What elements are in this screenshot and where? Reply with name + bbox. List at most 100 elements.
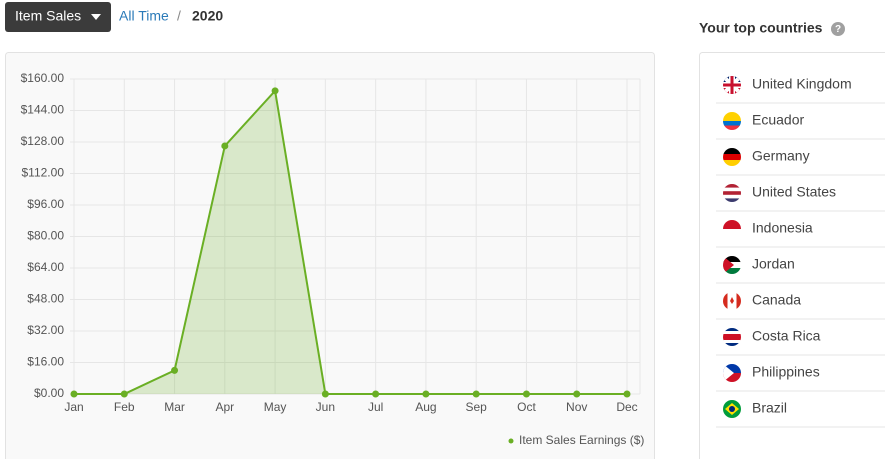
area	[74, 90, 627, 394]
item-dropdown[interactable]: Item Sales	[5, 2, 111, 32]
country-row: United States	[716, 184, 885, 212]
chart-panel	[5, 52, 655, 459]
x-tick-label: Sep	[466, 400, 488, 414]
flag-stripe	[723, 334, 741, 338]
country-row: Costa Rica	[716, 328, 885, 356]
flag-icon	[723, 364, 741, 382]
flag-stripe	[723, 256, 741, 263]
point	[472, 390, 480, 398]
help-mark: ?	[835, 24, 841, 35]
country-name: Jordan	[752, 256, 795, 272]
flag-detail	[729, 406, 735, 412]
y-tick-label: $96.00	[27, 197, 64, 211]
x-tick-label: Nov	[566, 400, 587, 414]
flag-icon	[723, 256, 741, 274]
point	[522, 390, 530, 398]
country-name: United States	[752, 184, 836, 200]
flag-detail	[730, 297, 734, 304]
flag-stripe	[723, 340, 741, 344]
y-tick-label: $0.00	[34, 386, 64, 400]
countries-panel	[699, 52, 885, 459]
point	[171, 366, 179, 374]
flag-stripe	[723, 229, 741, 238]
point	[422, 390, 430, 398]
flag-icon	[723, 220, 741, 238]
flag-icon	[723, 184, 741, 202]
flag-stripe	[723, 184, 741, 189]
x-tick-label: Jun	[316, 400, 335, 414]
point	[221, 142, 229, 150]
point	[321, 390, 329, 398]
country-name: Germany	[752, 148, 810, 164]
flag-detail	[723, 256, 734, 274]
breadcrumb-link[interactable]: All Time	[119, 8, 169, 24]
x-tick-label: Feb	[114, 400, 135, 414]
flag-stripe	[723, 191, 741, 196]
flag-stripe	[723, 154, 741, 161]
breadcrumb-current: 2020	[192, 8, 223, 24]
country-name: Costa Rica	[752, 328, 821, 344]
point	[70, 390, 78, 398]
y-tick-label: $144.00	[21, 103, 65, 117]
country-row: Philippines	[716, 364, 885, 392]
legend-swatch	[508, 438, 514, 444]
flag-detail	[723, 364, 734, 382]
flag-stripe	[723, 343, 741, 346]
point	[623, 390, 631, 398]
flag-stripe	[723, 337, 741, 341]
countries-list: United Kingdom Ecuador Germany United State…	[716, 76, 885, 428]
help-icon[interactable]: ?	[831, 22, 845, 36]
x-tick-label: Apr	[215, 400, 234, 414]
country-row: United Kingdom	[716, 76, 885, 104]
point	[120, 390, 128, 398]
x-tick-label: Jul	[368, 400, 383, 414]
point	[271, 87, 279, 95]
y-tick-label: $48.00	[27, 292, 64, 306]
flag-icon	[723, 292, 741, 310]
y-tick-label: $80.00	[27, 229, 64, 243]
flag-icon	[723, 76, 741, 94]
x-tick-label: Jan	[64, 400, 83, 414]
flag-stripe	[723, 268, 741, 274]
flag-stripe	[723, 187, 741, 192]
flag-stripe	[723, 160, 741, 166]
country-row: Indonesia	[716, 220, 885, 248]
country-row: Brazil	[716, 400, 885, 428]
flag-stripe	[723, 373, 741, 382]
x-tick-label: Dec	[616, 400, 637, 414]
flag-stripe	[723, 328, 741, 332]
country-row: Ecuador	[716, 112, 885, 140]
flag-detail	[723, 292, 728, 310]
x-tick-label: Mar	[164, 400, 185, 414]
x-tick-label: Oct	[517, 400, 536, 414]
flag-stripe	[723, 198, 741, 202]
flag-stripe	[723, 116, 741, 122]
y-tick-label: $64.00	[27, 260, 64, 274]
flag-stripe	[723, 194, 741, 199]
dropdown-bg	[5, 2, 111, 32]
x-tick-label: Aug	[415, 400, 436, 414]
caret	[91, 14, 101, 20]
point	[573, 390, 581, 398]
country-name: United Kingdom	[752, 76, 852, 92]
flag-icon	[723, 148, 741, 166]
flag-stripe	[723, 331, 741, 335]
flag-stripe	[723, 121, 741, 126]
x-tick-label: May	[264, 400, 287, 414]
country-name: Indonesia	[752, 220, 813, 236]
flag-detail	[736, 292, 741, 310]
country-row: Germany	[716, 148, 885, 176]
flag-stripe	[723, 125, 741, 130]
sidebar-title: Your top countries	[699, 20, 823, 36]
dropdown-label: Item Sales	[15, 8, 81, 24]
country-name: Brazil	[752, 400, 787, 416]
flag-stripe	[723, 112, 741, 117]
breadcrumb-separator: /	[177, 8, 181, 24]
country-row: Jordan	[716, 256, 885, 284]
flag-icon	[723, 328, 741, 346]
flag-detail	[730, 76, 734, 94]
line	[74, 88, 627, 395]
legend-label: Item Sales Earnings ($)	[519, 433, 644, 447]
